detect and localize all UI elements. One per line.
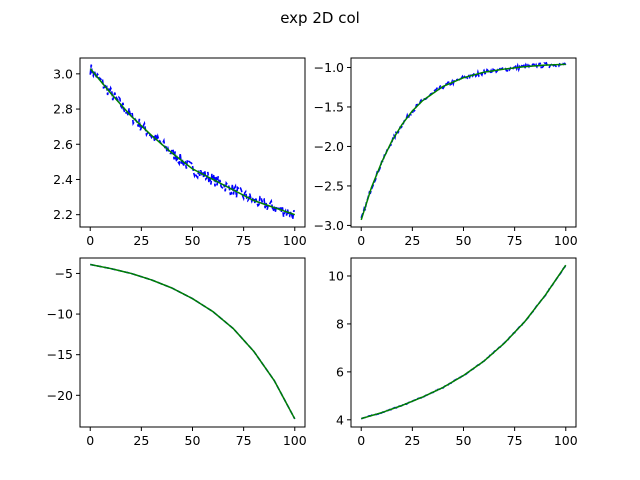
subplot-top-left: 0 25 50 75 100 2.2 2.4 2.6 2.8 3.0 bbox=[53, 57, 307, 248]
y-tick-label: −3.0 bbox=[314, 218, 344, 233]
subplot-bottom-right: 0 25 50 75 100 4 6 8 10 bbox=[328, 257, 578, 448]
y-tick-label: 2.6 bbox=[53, 137, 73, 152]
x-tick-label: 25 bbox=[133, 233, 149, 248]
series-fit-line bbox=[89, 68, 296, 216]
subplot-bottom-left: 0 25 50 75 100 −20 −15 −10 −5 bbox=[47, 257, 307, 448]
x-tick-label: 75 bbox=[507, 233, 523, 248]
series-noisy-line bbox=[89, 64, 295, 220]
x-tick-label: 75 bbox=[507, 433, 523, 448]
y-tick-label: −2.0 bbox=[314, 139, 344, 154]
x-tick-label: 100 bbox=[554, 233, 578, 248]
x-tick-label: 25 bbox=[404, 433, 420, 448]
y-tick-label: 8 bbox=[336, 316, 344, 331]
x-tick-label: 50 bbox=[185, 233, 201, 248]
x-tick-label: 50 bbox=[456, 433, 472, 448]
x-tick-label: 75 bbox=[236, 233, 252, 248]
x-tick-label: 100 bbox=[554, 433, 578, 448]
x-tick-label: 0 bbox=[357, 433, 365, 448]
y-tick-label: −1.0 bbox=[314, 60, 344, 75]
y-tick-label: −2.5 bbox=[314, 178, 344, 193]
x-tick-label: 50 bbox=[456, 233, 472, 248]
series-fit-line bbox=[361, 264, 567, 420]
subplot-top-right: 0 25 50 75 100 −3.0 −2.5 −2.0 −1.5 −1.0 bbox=[314, 57, 578, 248]
x-tick-label: 0 bbox=[357, 233, 365, 248]
y-tick-label: −20 bbox=[47, 388, 73, 403]
x-tick-label: 0 bbox=[86, 433, 94, 448]
y-tick-label: 6 bbox=[336, 364, 344, 379]
series-fit-line bbox=[90, 263, 296, 420]
y-tick-label: 4 bbox=[336, 412, 344, 427]
y-tick-label: −5 bbox=[55, 266, 73, 281]
x-tick-label: 25 bbox=[133, 433, 149, 448]
y-tick-label: 3.0 bbox=[53, 66, 73, 81]
y-tick-label: 2.2 bbox=[53, 207, 73, 222]
x-tick-label: 75 bbox=[236, 433, 252, 448]
y-tick-label: −1.5 bbox=[314, 99, 344, 114]
x-tick-label: 50 bbox=[185, 433, 201, 448]
x-tick-label: 100 bbox=[283, 233, 307, 248]
series-fit-line bbox=[360, 63, 566, 221]
y-tick-label: 10 bbox=[328, 268, 344, 283]
y-tick-label: 2.4 bbox=[53, 172, 73, 187]
x-tick-label: 25 bbox=[404, 233, 420, 248]
x-tick-label: 100 bbox=[283, 433, 307, 448]
y-tick-label: 2.8 bbox=[53, 102, 73, 117]
y-tick-label: −15 bbox=[47, 347, 73, 362]
figure-title: exp 2D col bbox=[280, 9, 360, 27]
x-tick-label: 0 bbox=[86, 233, 94, 248]
y-tick-label: −10 bbox=[47, 307, 73, 322]
